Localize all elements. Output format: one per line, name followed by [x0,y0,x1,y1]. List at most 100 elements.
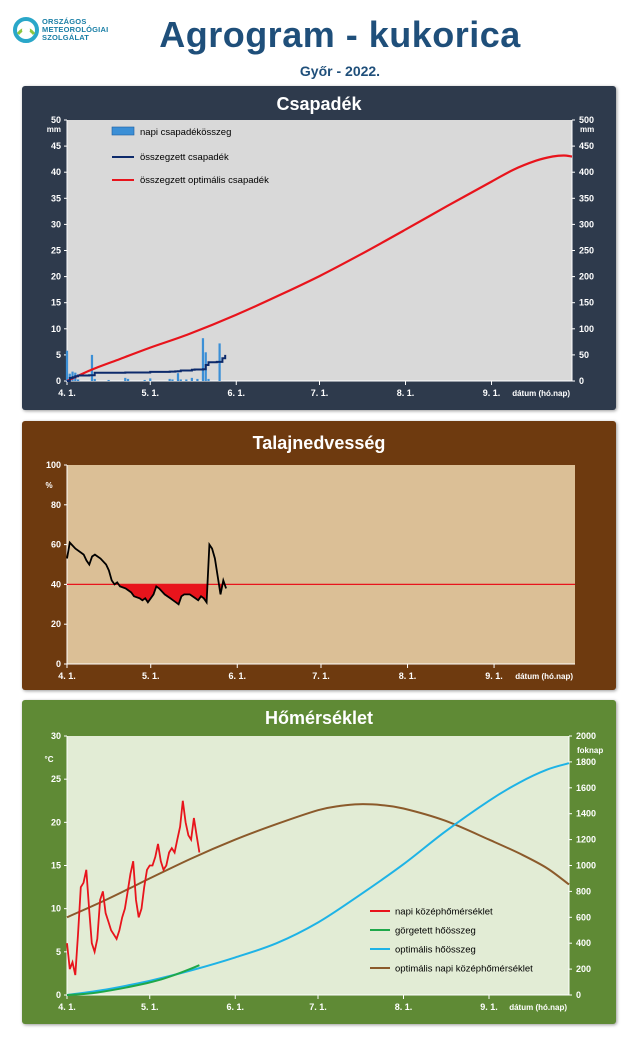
temp-y2tick-label: 200 [576,964,591,974]
header: ORSZÁGOS METEOROLÓGIAI SZOLGÁLAT Agrogra… [0,0,640,82]
daily-precip-bar [168,378,171,381]
soil-ytick-label: 20 [51,619,61,629]
legend-label-rolling-heat-sum: görgetett hőösszeg [395,926,476,937]
temp-y2tick-label: 1600 [576,783,596,793]
daily-precip-bar [76,379,80,381]
daily-precip-bar [207,378,210,381]
temp-xtick-label: 6. 1. [226,1002,244,1012]
temp-ytick-label: 20 [51,817,61,827]
precip-ytick-label: 0 [56,376,61,386]
soil-ytick-label: 0 [56,659,61,669]
temp-y2tick-label: 600 [576,912,591,922]
precip-ytick-label: 30 [51,219,61,229]
rolling-heat-sum-line [66,964,200,996]
precip-ytick-label: 10 [51,324,61,334]
soil-xtick-label: 5. 1. [142,671,160,681]
precip-ytick-label: 15 [51,298,61,308]
soil-ytick-label: 80 [51,500,61,510]
temp-y2tick-label: 1800 [576,757,596,767]
soil-xtick-label: 6. 1. [229,671,247,681]
optimal-daily-temp-line [66,803,570,919]
soil-xtick-label: 8. 1. [399,671,417,681]
precip-xtick-label: 9. 1. [483,388,501,398]
temp-ytick-label: 15 [51,861,61,871]
temp-x-axis-label: dátum (hó.nap) [509,1003,567,1012]
legend-swatch-daily-precip [111,126,135,136]
precip-xtick-label: 8. 1. [397,388,415,398]
logo-text: ORSZÁGOS METEOROLÓGIAI SZOLGÁLAT [42,18,108,42]
precip-y2tick-label: 250 [579,246,594,256]
daily-precip-bar [65,350,69,381]
temp-y2tick-label: 0 [576,990,581,1000]
daily-precip-bar [171,379,174,381]
temp-ytick-label: 10 [51,904,61,914]
daily-precip-bar [107,379,110,381]
page-subtitle: Győr - 2022. [299,63,381,79]
precip-y2tick-label: 400 [579,167,594,177]
soil-moisture-chart-title: Talajnedvesség [252,433,386,453]
precip-y2tick-label: 200 [579,272,594,282]
precip-y2tick-label: 100 [579,324,594,334]
legend-label-daily-mean-temp: napi középhőmérséklet [395,907,493,918]
soil-ytick-label: 100 [46,460,61,470]
temp-ytick-label: 5 [56,947,61,957]
daily-precip-bar [176,373,180,381]
precip-xtick-label: 4. 1. [58,388,76,398]
legend-label-daily-precip: napi csapadékösszeg [140,127,231,138]
temp-y-axis-unit: °C [45,755,54,764]
precip-x-axis-label: dátum (hó.nap) [512,389,570,398]
soil-xtick-label: 9. 1. [485,671,503,681]
soil-ytick-label: 40 [51,579,61,589]
precip-ytick-label: 50 [51,115,61,125]
precip-ytick-label: 35 [51,193,61,203]
precip-xtick-label: 6. 1. [228,388,246,398]
legend-label-cumulative-precip: összegzett csapadék [140,152,229,163]
legend-label-optimal-cumulative: összegzett optimális csapadék [140,175,269,186]
soil-deficit-area [118,584,208,605]
precip-ytick-label: 40 [51,167,61,177]
cumulative-precip-line [67,354,227,382]
temp-y2tick-label: 800 [576,886,591,896]
logo-line-3: SZOLGÁLAT [42,33,90,42]
temp-y2tick-label: 1400 [576,809,596,819]
precip-plot-area [67,120,572,381]
precipitation-chart-title: Csapadék [276,94,362,114]
precip-y-axis-unit: mm [47,125,61,134]
logo-icon [13,17,39,43]
precip-y2tick-label: 350 [579,193,594,203]
daily-precip-bar [190,377,193,381]
logo-line-2: METEOROLÓGIAI [42,25,109,34]
precip-xtick-label: 5. 1. [141,388,159,398]
temp-xtick-label: 4. 1. [58,1002,76,1012]
soil-x-axis-label: dátum (hó.nap) [515,672,573,681]
temp-xtick-label: 9. 1. [480,1002,498,1012]
soil-moisture-line [66,540,227,606]
daily-precip-bar [143,379,146,381]
soil-moisture-panel: 0 20 40 60 80 100% 4. 1. 5. 1. 6. 1. 7. 1. 8. 1. 9.… [22,421,616,690]
legend-label-optimal-heat-sum: optimális hőösszeg [395,945,476,956]
precip-y2tick-label: 150 [579,298,594,308]
precipitation-panel: 0 5 10 15 20 25 30 35 40 45 50 0 50 100 150 200 250 300 35… [22,86,616,410]
precip-ytick-label: 20 [51,272,61,282]
temp-xtick-label: 5. 1. [141,1002,159,1012]
daily-precip-bar [126,378,130,381]
daily-precip-bar [179,379,182,381]
temp-plot-area [67,736,569,995]
soil-y-axis-unit: % [45,481,52,490]
daily-precip-bar [93,378,96,381]
precip-y2tick-label: 50 [579,350,589,360]
daily-precip-bar [185,379,188,381]
logo-line-1: ORSZÁGOS [42,17,87,26]
daily-precip-bar [196,378,199,381]
precip-y2tick-label: 0 [579,376,584,386]
precip-ytick-label: 25 [51,246,61,256]
optimal-cumulative-precip-line [66,154,573,383]
temp-y2tick-label: 1000 [576,861,596,871]
temp-y2tick-label: 400 [576,938,591,948]
daily-mean-temp-line [66,800,201,976]
daily-precip-bar [149,378,152,381]
soil-moisture-chart: 0 20 40 60 80 100% 4. 1. 5. 1. 6. 1. 7. 1. 8. 1. 9.… [45,460,575,681]
temp-y2tick-label: 1200 [576,835,596,845]
temp-y2-axis-unit: foknap [577,746,603,755]
precip-xtick-label: 7. 1. [311,388,329,398]
